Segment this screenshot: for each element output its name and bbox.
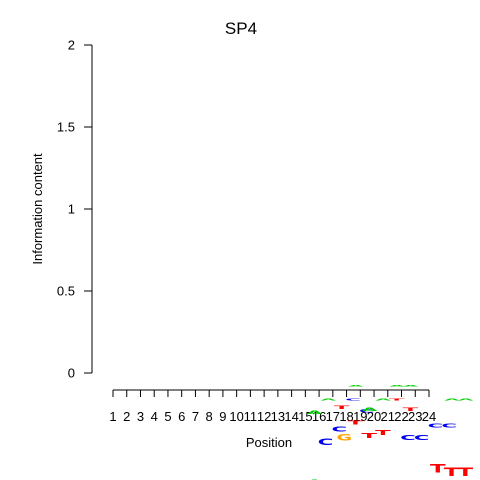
y-axis-label: Information content: [30, 153, 45, 265]
y-axis: 0 0.5 1 1.5 2: [57, 38, 93, 381]
x-tick-label: 20: [367, 409, 381, 424]
y-tick-label: 1.5: [57, 120, 75, 135]
x-tick-label: 17: [326, 409, 340, 424]
x-tick-label: 16: [312, 409, 326, 424]
x-tick-label: 23: [408, 409, 422, 424]
logo-letter-t: T: [361, 431, 377, 439]
logo-letter-t: T: [348, 419, 364, 425]
logo-letter-a: A: [375, 398, 392, 401]
logo-letter-c: C: [332, 425, 348, 433]
y-tick-label: 0.5: [57, 284, 75, 299]
x-tick-label: 3: [137, 409, 144, 424]
logo-letter-c: C: [345, 398, 361, 401]
logo-letter-t: T: [430, 463, 447, 476]
x-tick-label: 10: [229, 409, 243, 424]
logo-letter-a: A: [362, 407, 379, 412]
x-tick-label: 15: [298, 409, 312, 424]
x-axis: 1 2 3 4 5 6 7 8 9 10 11 12 13 14 15 16 17 18 19 20 21 22 23 24: [109, 389, 436, 424]
x-tick-label: 5: [164, 409, 171, 424]
x-axis-label: Position: [246, 435, 292, 450]
logo-letter-a: A: [389, 386, 405, 388]
logo-letter-g: G: [336, 433, 352, 443]
x-tick-label: 2: [123, 409, 130, 424]
logo-letter-t: T: [375, 428, 391, 436]
x-tick-label: 21: [381, 409, 395, 424]
logo-letter-t: T: [444, 466, 461, 479]
logo-letter-t: T: [389, 398, 406, 401]
x-tick-label: 14: [284, 409, 298, 424]
logo-letter-a: A: [307, 410, 324, 415]
x-tick-label: 18: [339, 409, 353, 424]
logo-letter-a: A: [348, 386, 364, 388]
logo-letter-a: A: [320, 398, 337, 401]
x-tick-label: 6: [178, 409, 185, 424]
x-tick-label: 7: [192, 409, 199, 424]
logo-letter-c: C: [359, 409, 375, 414]
x-tick-label: 9: [219, 409, 226, 424]
logo-letters: ATCAGATCCGCTAGACTGTAGCATGCACGTAACTGCTGCT…: [307, 386, 480, 480]
logo-letter-a: A: [458, 398, 475, 401]
chart-title: SP4: [225, 19, 257, 38]
logo-letter-a: A: [444, 398, 461, 401]
x-tick-label: 12: [257, 409, 271, 424]
logo-letter-c: C: [428, 423, 444, 429]
y-tick-label: 0: [68, 366, 75, 381]
x-tick-label: 4: [151, 409, 158, 424]
x-tick-label: 1: [109, 409, 116, 424]
logo-letter-t: T: [403, 407, 420, 412]
y-tick-label: 2: [68, 38, 75, 53]
logo-letter-c: C: [400, 433, 416, 441]
x-tick-label: 8: [206, 409, 213, 424]
x-tick-label: 13: [271, 409, 285, 424]
y-tick-label: 1: [68, 202, 75, 217]
logo-letter-t: T: [334, 405, 351, 410]
logo-letter-a: A: [307, 478, 323, 480]
logo-letter-t: T: [458, 466, 475, 479]
logo-letter-c: C: [414, 433, 430, 441]
x-tick-label: 24: [422, 409, 436, 424]
logo-letter-c: C: [441, 423, 457, 429]
x-tick-label: 11: [244, 409, 258, 424]
x-tick-label: 19: [353, 409, 367, 424]
x-tick-label: 22: [394, 409, 408, 424]
logo-letter-a: A: [403, 386, 419, 388]
logo-letter-c: C: [318, 437, 334, 447]
